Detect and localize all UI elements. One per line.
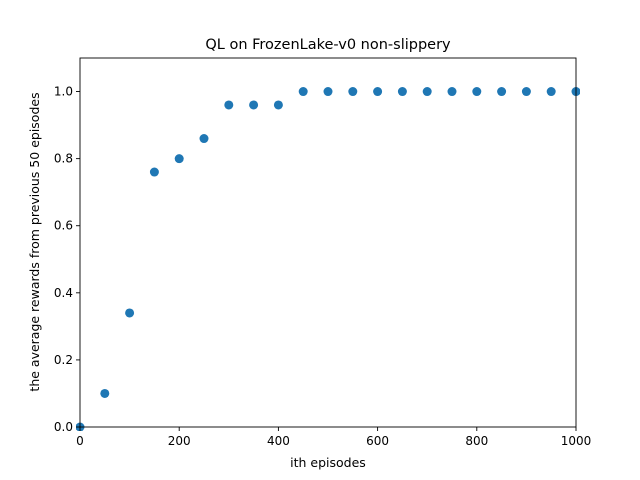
data-point bbox=[273, 100, 283, 110]
x-tick-label: 600 bbox=[366, 434, 389, 448]
y-tick-label: 0.0 bbox=[54, 420, 73, 434]
x-tick-label: 200 bbox=[168, 434, 191, 448]
data-point bbox=[472, 87, 482, 97]
data-point bbox=[397, 87, 407, 97]
data-point bbox=[497, 87, 507, 97]
x-tick-label: 1000 bbox=[561, 434, 592, 448]
x-axis-label: ith episodes bbox=[290, 455, 366, 470]
data-point bbox=[422, 87, 432, 97]
x-tick-label: 800 bbox=[465, 434, 488, 448]
data-point bbox=[447, 87, 457, 97]
data-point bbox=[149, 167, 159, 177]
data-point bbox=[373, 87, 383, 97]
y-tick-label: 0.4 bbox=[54, 286, 73, 300]
data-point bbox=[521, 87, 531, 97]
data-point bbox=[249, 100, 259, 110]
x-axis: 0 200 400 600 800 1000 bbox=[76, 427, 591, 448]
data-point bbox=[125, 308, 135, 318]
data-point bbox=[348, 87, 358, 97]
data-point bbox=[323, 87, 333, 97]
x-tick-label: 0 bbox=[76, 434, 84, 448]
plot-frame bbox=[79, 57, 577, 428]
chart-title: QL on FrozenLake-v0 non-slippery bbox=[205, 37, 451, 53]
data-point bbox=[100, 388, 110, 398]
y-tick-label: 1.0 bbox=[54, 85, 73, 99]
data-point bbox=[546, 87, 556, 97]
y-tick-label: 0.6 bbox=[54, 219, 73, 233]
data-point bbox=[174, 154, 184, 164]
y-axis: 0.0 0.2 0.4 0.6 0.8 1.0 bbox=[54, 85, 80, 434]
x-tick-label: 400 bbox=[267, 434, 290, 448]
data-points bbox=[76, 87, 580, 431]
data-point bbox=[199, 134, 209, 144]
y-tick-label: 0.8 bbox=[54, 152, 73, 166]
data-point bbox=[298, 87, 308, 97]
data-point bbox=[224, 100, 234, 110]
y-tick-label: 0.2 bbox=[54, 353, 73, 367]
y-axis-label: the average rewards from previous 50 epi… bbox=[27, 92, 42, 391]
